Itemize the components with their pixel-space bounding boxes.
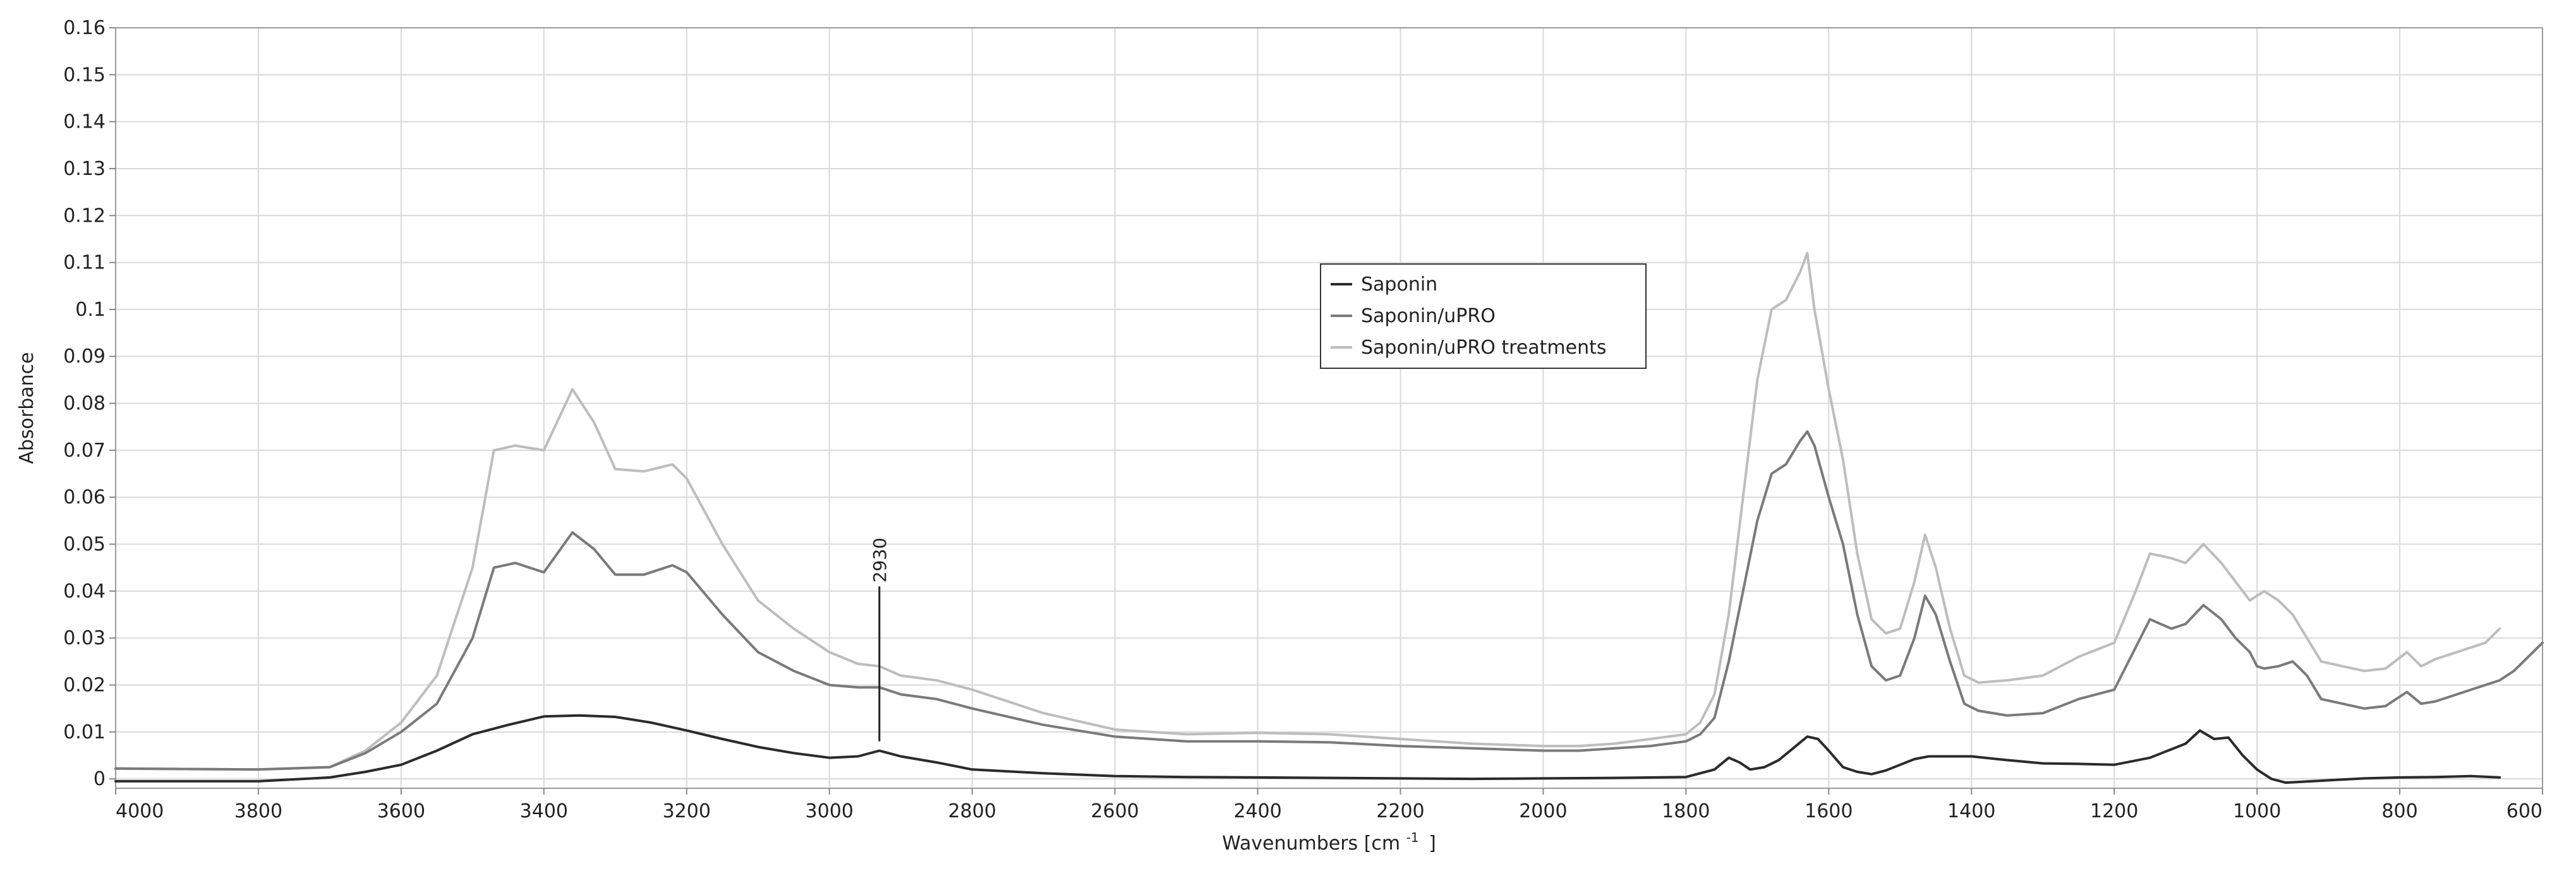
x-tick-label: 1400 <box>1947 800 1995 822</box>
y-tick-label: 0.14 <box>63 111 106 133</box>
y-tick-label: 0.06 <box>63 486 106 508</box>
y-tick-label: 0.05 <box>63 534 106 556</box>
y-tick-label: 0.15 <box>63 64 106 86</box>
y-tick-label: 0.04 <box>63 580 106 603</box>
y-tick-label: 0.03 <box>63 627 106 649</box>
legend: Saponin Saponin/uPRO Saponin/uPRO treatmen… <box>1320 263 1647 369</box>
legend-label: Saponin/uPRO treatments <box>1361 337 1607 359</box>
y-tick-labels: 0 0.01 0.02 0.03 0.04 0.05 0.06 0.07 0.08 0.09 0.1… <box>63 17 116 790</box>
x-tick-label: 2400 <box>1233 800 1281 822</box>
x-tick-label: 3600 <box>377 800 425 822</box>
x-axis-label-main: Wavenumbers [cm <box>1222 832 1400 855</box>
annotations: 2930 <box>869 538 890 742</box>
x-tick-label: 4000 <box>116 800 164 822</box>
y-tick-label: 0.11 <box>63 252 106 274</box>
x-tick-labels: 4000 3800 3600 3400 3200 3000 2800 2600 2400 2200… <box>115 788 2543 822</box>
legend-box <box>1320 263 1647 369</box>
legend-label: Saponin <box>1361 273 1437 296</box>
x-tick-label: 3400 <box>520 800 568 822</box>
x-tick-label: 2000 <box>1519 800 1567 822</box>
y-tick-label: 0.07 <box>63 440 106 462</box>
x-tick-label: 2200 <box>1376 800 1424 822</box>
x-tick-label: 2600 <box>1091 800 1139 822</box>
y-axis-label: Absorbance <box>16 352 38 464</box>
x-axis-label-superscript: -1 <box>1406 830 1419 845</box>
x-tick-label: 1000 <box>2233 800 2281 822</box>
y-tick-label: 0.16 <box>63 17 106 39</box>
y-tick-label: 0.12 <box>63 205 106 227</box>
y-tick-label: 0.01 <box>63 721 106 743</box>
series-lines <box>114 251 2544 784</box>
x-tick-label: 1200 <box>2090 800 2138 822</box>
x-axis-label: Wavenumbers [cm -1 ] <box>1222 825 1436 855</box>
series-line-saponin-upro-treatments <box>114 251 2501 771</box>
series-line-saponin-upro <box>114 430 2544 771</box>
x-tick-label: 3800 <box>234 800 282 822</box>
series-line-saponin <box>114 714 2501 784</box>
x-tick-label: 1800 <box>1662 800 1710 822</box>
y-tick-label: 0.08 <box>63 393 106 415</box>
y-tick-label: 0.09 <box>63 345 106 368</box>
x-tick-label: 3000 <box>806 800 854 822</box>
x-tick-label: 800 <box>2381 800 2417 822</box>
x-tick-label: 1600 <box>1805 800 1853 822</box>
y-tick-label: 0.02 <box>63 674 106 696</box>
x-tick-label: 3200 <box>663 800 711 822</box>
legend-items: Saponin Saponin/uPRO Saponin/uPRO treatmen… <box>1331 273 1607 359</box>
annotation-label: 2930 <box>869 538 890 582</box>
plot-frame <box>115 27 2543 789</box>
y-tick-label: 0 <box>94 768 106 790</box>
legend-label: Saponin/uPRO <box>1361 305 1496 327</box>
y-tick-label: 0.1 <box>75 299 106 321</box>
x-tick-label: 600 <box>2506 800 2543 822</box>
x-axis-label-close: ] <box>1429 832 1436 855</box>
x-tick-label: 2800 <box>948 800 996 822</box>
y-tick-label: 0.13 <box>63 158 106 180</box>
